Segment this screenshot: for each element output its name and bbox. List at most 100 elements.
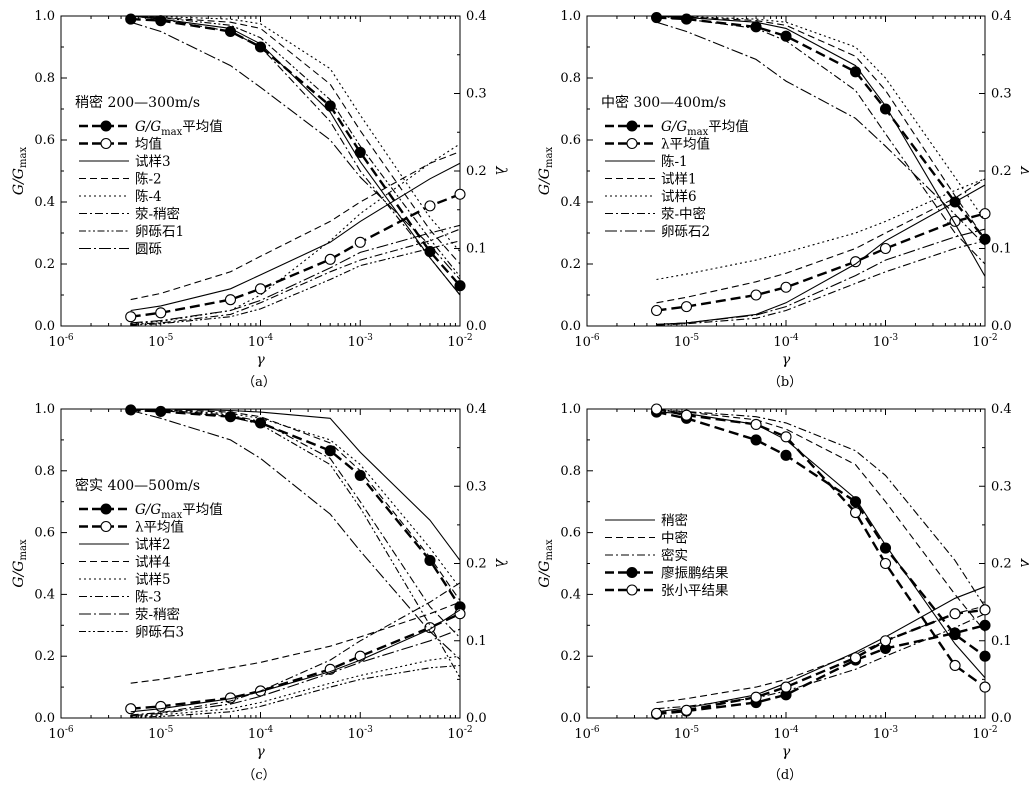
plot-frame xyxy=(60,408,461,719)
x-tick-label: 10-2 xyxy=(447,725,472,742)
series-point-1-1 xyxy=(680,301,693,313)
series-line-6 xyxy=(656,15,986,221)
legend-label-0: 稍密 xyxy=(661,512,688,529)
series-line-4 xyxy=(656,409,986,608)
series-point-0-0 xyxy=(125,404,137,416)
series-point-8-6 xyxy=(949,659,961,672)
y-left-tick-label: 0.0 xyxy=(34,711,55,726)
legend-label-2: 试样2 xyxy=(135,537,171,553)
x-tick-label: 10-3 xyxy=(873,333,899,350)
series-line-4 xyxy=(656,15,986,240)
series-point-1-7 xyxy=(979,208,991,220)
series-line-3 xyxy=(130,609,461,713)
series-line-11 xyxy=(130,628,461,717)
legend-label-4: 陈-4 xyxy=(135,188,162,205)
series-point-9-7 xyxy=(979,604,991,616)
subplot-caption: （c） xyxy=(242,768,275,783)
series-line-6 xyxy=(130,408,461,589)
x-tick-label: 10-6 xyxy=(574,333,600,350)
legend-label-1: 均值 xyxy=(135,137,162,153)
legend-label-4: 试样6 xyxy=(661,189,697,205)
series-line-9 xyxy=(130,582,461,716)
legend-label-4: 试样5 xyxy=(135,572,171,588)
legend-label-3: 试样4 xyxy=(135,555,171,571)
series-line-0 xyxy=(656,16,986,240)
series-layer xyxy=(650,11,991,326)
legend-marker-1 xyxy=(100,520,112,533)
series-line-3 xyxy=(130,162,461,312)
panel-c: 10-6 10-5 10-4 10-3 10-20.00.20.40.60.81.00.… xyxy=(11,402,510,783)
series-line-10 xyxy=(656,21,986,246)
y-left-axis-label: G/Gmax xyxy=(537,147,555,196)
x-tick-label: 10-6 xyxy=(574,725,600,742)
series-point-9-3 xyxy=(780,681,792,693)
x-tick-label: 10-4 xyxy=(248,333,274,350)
series-line-8 xyxy=(130,15,461,296)
series-line-7 xyxy=(130,143,461,325)
y-left-tick-label: 0.4 xyxy=(560,587,581,602)
y-right-axis-label: λ xyxy=(492,558,510,569)
legend-label-5: 荥-中密 xyxy=(661,206,706,223)
y-left-axis-label: G/Gmax xyxy=(11,147,29,196)
subplot-caption: （a） xyxy=(242,375,276,390)
legend-label-0: G/Gmax平均值 xyxy=(135,502,223,521)
x-tick-label: 10-3 xyxy=(348,725,374,742)
series-point-0-4 xyxy=(324,445,336,457)
series-point-1-5 xyxy=(354,236,366,248)
series-point-1-4 xyxy=(849,256,862,268)
y-right-tick-label: 0.2 xyxy=(991,164,1012,179)
legend-marker-1 xyxy=(626,137,638,150)
y-right-tick-label: 0.0 xyxy=(466,319,487,334)
series-line-4 xyxy=(130,15,461,265)
x-tick-label: 10-5 xyxy=(674,725,700,742)
legend-label-3: 廖振鹏结果 xyxy=(661,565,729,582)
y-left-tick-label: 0.4 xyxy=(560,195,581,210)
series-line-10 xyxy=(130,15,461,277)
y-right-tick-label: 0.1 xyxy=(466,634,487,649)
series-point-1-0 xyxy=(650,304,663,317)
y-right-tick-label: 0.2 xyxy=(991,557,1012,572)
y-left-axis-label: G/Gmax xyxy=(537,539,555,588)
legend-label-3: 试样1 xyxy=(661,172,697,188)
series-point-1-7 xyxy=(454,188,466,200)
series-point-6-7 xyxy=(979,650,991,662)
x-tick-label: 10-2 xyxy=(972,333,997,350)
series-line-2 xyxy=(130,15,461,296)
y-left-tick-label: 0.0 xyxy=(560,711,581,726)
y-right-tick-label: 0.0 xyxy=(991,711,1012,726)
series-line-13 xyxy=(130,664,461,718)
subplot-caption: （b） xyxy=(768,375,802,390)
series-point-1-1 xyxy=(155,307,167,319)
series-point-1-3 xyxy=(254,283,267,295)
y-left-tick-label: 0.8 xyxy=(34,464,55,479)
legend-marker-1 xyxy=(100,137,112,150)
series-line-5 xyxy=(656,613,986,710)
subplot-caption: （d） xyxy=(768,768,802,783)
y-left-tick-label: 1.0 xyxy=(34,402,55,417)
legend-label-5: 荥-稍密 xyxy=(135,206,180,223)
series-point-9-0 xyxy=(650,707,663,719)
y-right-tick-label: 0.2 xyxy=(466,557,487,572)
series-point-8-0 xyxy=(650,403,663,415)
y-right-tick-label: 0.1 xyxy=(991,242,1012,257)
series-line-13 xyxy=(130,224,461,324)
y-left-tick-label: 0.8 xyxy=(560,464,581,479)
y-left-tick-label: 0.2 xyxy=(34,649,55,664)
x-axis-label: γ xyxy=(256,744,265,760)
series-line-1 xyxy=(656,586,986,713)
series-point-7-7 xyxy=(979,619,991,631)
x-tick-label: 10-2 xyxy=(972,725,997,742)
y-left-tick-label: 0.6 xyxy=(34,526,55,541)
series-point-9-2 xyxy=(750,691,762,703)
y-left-tick-label: 1.0 xyxy=(34,9,55,24)
legend-label-4: 张小平结果 xyxy=(661,583,729,599)
y-right-tick-label: 0.2 xyxy=(466,164,487,179)
y-right-tick-label: 0.4 xyxy=(466,402,487,417)
series-point-0-4 xyxy=(849,66,862,78)
series-layer xyxy=(125,13,466,326)
series-point-1-3 xyxy=(780,281,792,293)
x-tick-label: 10-2 xyxy=(447,333,472,350)
legend-label-1: 中密 xyxy=(661,530,688,547)
x-tick-label: 10-6 xyxy=(48,333,74,350)
